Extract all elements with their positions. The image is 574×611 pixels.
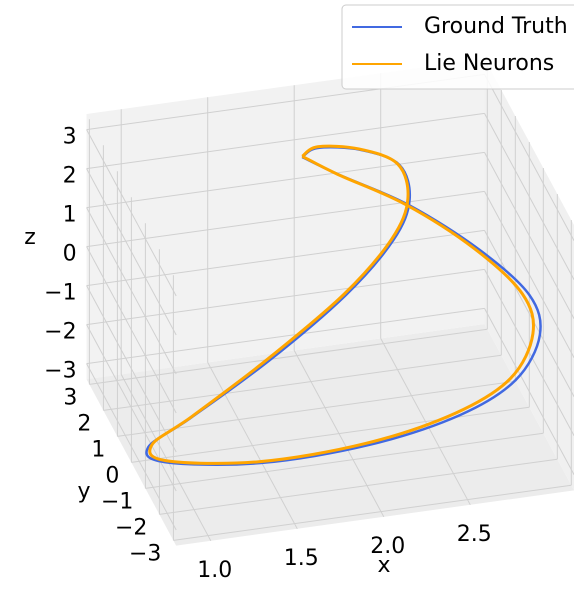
y-tick-label: −3 [129, 541, 161, 566]
legend-label: Lie Neurons [424, 51, 554, 76]
grid-line [484, 308, 574, 476]
y-tick-label: 3 [63, 385, 77, 410]
y-tick-label: 0 [105, 463, 119, 488]
grid-line [86, 246, 177, 414]
grid-line [484, 152, 574, 320]
grid-line [86, 168, 177, 336]
z-tick-label: −3 [44, 359, 76, 384]
series-line [148, 144, 535, 465]
y-tick-label: −2 [115, 515, 147, 540]
x-tick-label: 1.5 [284, 546, 319, 571]
z-tick-label: −2 [44, 320, 76, 345]
curves [145, 144, 542, 466]
grid-line [86, 268, 485, 326]
grid-line [145, 432, 544, 489]
grid [86, 64, 574, 542]
x-tick-label: 2.0 [370, 534, 405, 559]
y-tick-label: 1 [91, 437, 105, 462]
grid-line [86, 129, 177, 297]
grid-line [484, 74, 574, 242]
grid-line [86, 151, 485, 209]
grid-line [484, 113, 574, 281]
x-tick-label: 1.0 [197, 558, 232, 583]
z-axis-label: z [24, 225, 36, 250]
legend-label: Ground Truth [424, 14, 568, 39]
y-tick-label: −1 [101, 489, 133, 514]
z-tick-label: 3 [63, 125, 77, 150]
grid-line [86, 363, 177, 531]
grid-line [86, 229, 485, 287]
grid-line [86, 190, 485, 248]
grid-line [159, 458, 558, 515]
legend: Ground Truth Lie Neurons [341, 4, 574, 90]
y-axis-label: y [77, 479, 90, 504]
grid-line [173, 484, 572, 541]
grid-line [86, 307, 485, 365]
y-tick-label: 2 [77, 411, 91, 436]
grid-line [484, 269, 574, 437]
grid-line [484, 230, 574, 398]
z-tick-label: 1 [63, 203, 77, 228]
grid-line [86, 324, 177, 492]
grid-line [131, 406, 530, 463]
grid-line [86, 285, 177, 453]
z-tick-label: 2 [63, 164, 77, 189]
grid-line [484, 191, 574, 359]
z-tick-label: −1 [44, 281, 76, 306]
grid-line [86, 112, 485, 170]
x-axis-label: x [377, 553, 390, 578]
grid-line [86, 207, 177, 375]
z-tick-label: 0 [63, 242, 77, 267]
grid-line [117, 380, 516, 437]
x-tick-label: 2.5 [457, 522, 492, 547]
